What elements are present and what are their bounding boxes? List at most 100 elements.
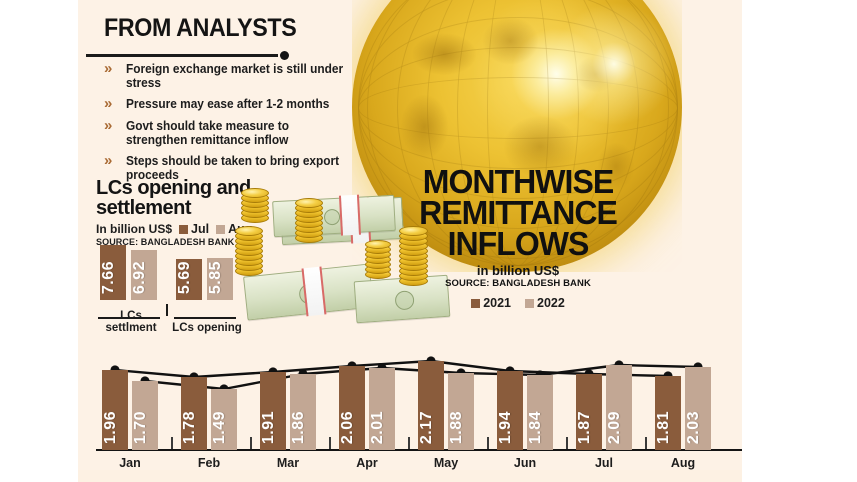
lcs-bar: 5.85 bbox=[207, 258, 233, 300]
chart-bar: 1.78 bbox=[181, 377, 207, 450]
lcs-bar: 7.66 bbox=[100, 245, 126, 300]
coin bbox=[235, 226, 263, 236]
chart-month-label: Jun bbox=[513, 456, 537, 470]
legend-2021: 2021 bbox=[471, 296, 511, 310]
analyst-bullet-text: Pressure may ease after 1-2 months bbox=[126, 97, 330, 112]
main-title-block: MONTHWISE REMITTANCE INFLOWS in billion … bbox=[404, 163, 632, 310]
analyst-bullet: » Foreign exchange market is still under … bbox=[104, 61, 362, 91]
main-title-line-1: MONTHWISE bbox=[422, 163, 614, 200]
chart-month-label: Jul bbox=[594, 456, 614, 470]
analyst-bullet-text: Steps should be taken to bring export pr… bbox=[126, 154, 340, 183]
chart-month-label: May bbox=[433, 456, 459, 470]
legend-2022: 2022 bbox=[525, 296, 565, 310]
lcs-bar-value: 5.69 bbox=[176, 260, 193, 294]
chart-axis-tick bbox=[250, 437, 252, 449]
lcs-group-separator bbox=[166, 304, 168, 316]
lcs-bar: 5.69 bbox=[176, 259, 202, 300]
chart-axis-tick bbox=[171, 437, 173, 449]
chart-bar-value: 2.17 bbox=[418, 410, 435, 444]
lcs-bar-chart: 7.66 6.92 LCs settlment 5.69 5.85 LCs opening bbox=[98, 245, 248, 334]
analyst-bullet: » Steps should be taken to bring export p… bbox=[104, 152, 362, 183]
chart-axis-tick bbox=[329, 437, 331, 449]
legend-swatch-2021 bbox=[471, 299, 481, 308]
chart-bar-value: 2.03 bbox=[685, 410, 702, 444]
lcs-legend-jul: Jul bbox=[179, 222, 209, 236]
chart-bar: 1.88 bbox=[448, 373, 474, 450]
chart-bar-value: 1.78 bbox=[181, 410, 198, 444]
lcs-group-label: LCs settlment bbox=[105, 310, 157, 334]
lcs-bar-value: 5.85 bbox=[207, 260, 224, 294]
lcs-group-label: LCs opening bbox=[172, 322, 242, 334]
chart-bar: 2.01 bbox=[369, 368, 395, 450]
chart-bar-value: 1.94 bbox=[497, 410, 514, 444]
chart-bar: 2.09 bbox=[606, 365, 632, 450]
chevron-double-right-icon: » bbox=[104, 95, 112, 113]
chart-bar: 1.84 bbox=[527, 375, 553, 450]
chart-axis-line bbox=[96, 449, 742, 451]
analysts-rule bbox=[86, 54, 278, 57]
lcs-axis-line bbox=[98, 317, 160, 319]
chart-bar-value: 1.87 bbox=[576, 410, 593, 444]
bundle-band bbox=[338, 194, 362, 236]
lcs-bar: 6.92 bbox=[131, 250, 157, 300]
money-illustration bbox=[235, 182, 451, 357]
analyst-bullet: » Govt should take measure to strengthen … bbox=[104, 116, 362, 147]
remittance-bar-chart: 1.96 1.70 Jan 1.78 1.49 Feb 1.91 1.86 Mar 2.06 2.0… bbox=[96, 330, 742, 482]
chart-month-label: Feb bbox=[197, 456, 221, 470]
chart-axis-tick bbox=[487, 437, 489, 449]
chart-bar: 1.49 bbox=[211, 389, 237, 450]
legend-2022-label: 2022 bbox=[537, 296, 565, 310]
chart-bar: 1.87 bbox=[576, 374, 602, 450]
analysts-block: FROM ANALYSTS » Foreign exchange market i… bbox=[86, 14, 374, 182]
chart-month-label: Apr bbox=[356, 456, 378, 470]
analyst-bullet-text: Govt should take measure to strengthen r… bbox=[126, 118, 289, 147]
legend-swatch-2022 bbox=[525, 299, 534, 308]
coin bbox=[399, 226, 428, 236]
chevron-double-right-icon: » bbox=[104, 152, 112, 170]
lcs-legend-jul-label: Jul bbox=[191, 222, 210, 236]
analysts-list: » Foreign exchange market is still under … bbox=[104, 61, 362, 189]
chart-bar: 1.81 bbox=[655, 376, 681, 450]
main-legend: 2021 2022 bbox=[404, 296, 632, 310]
main-title-line-2: REMITTANCE bbox=[419, 194, 618, 231]
chart-axis-tick bbox=[566, 437, 568, 449]
chart-bar: 1.86 bbox=[290, 374, 316, 450]
chart-month-label: Aug bbox=[670, 456, 696, 470]
lcs-bar-value: 6.92 bbox=[131, 260, 148, 294]
legend-2021-label: 2021 bbox=[483, 296, 511, 310]
main-source: SOURCE: BANGLADESH BANK bbox=[445, 278, 591, 289]
chart-bar: 2.03 bbox=[685, 367, 711, 450]
chart-axis-tick bbox=[645, 437, 647, 449]
chart-month-label: Jan bbox=[119, 456, 141, 470]
legend-swatch-jul bbox=[179, 225, 189, 234]
chart-bar-value: 1.49 bbox=[211, 410, 228, 444]
chart-bar: 1.70 bbox=[132, 381, 158, 450]
bundle-band bbox=[301, 266, 327, 317]
coin bbox=[365, 240, 391, 249]
chart-bar-value: 1.81 bbox=[655, 410, 672, 444]
coin bbox=[295, 198, 323, 208]
lcs-title: LCs opening and settlement bbox=[96, 177, 251, 219]
analyst-bullet-text: Foreign exchange market is still under s… bbox=[126, 62, 344, 91]
lcs-source: SOURCE: BANGLADESH BANK bbox=[96, 237, 235, 247]
analysts-rule-dot bbox=[280, 51, 289, 60]
chart-bar-value: 1.84 bbox=[527, 410, 544, 444]
chart-bar: 1.96 bbox=[102, 370, 128, 450]
analysts-title: FROM ANALYSTS bbox=[104, 14, 297, 42]
chart-bar-value: 1.70 bbox=[132, 410, 149, 444]
chart-bar: 2.06 bbox=[339, 366, 365, 450]
chart-bar: 2.17 bbox=[418, 361, 444, 450]
banknote-bundle bbox=[272, 194, 396, 238]
analyst-bullet: » Pressure may ease after 1-2 months bbox=[104, 95, 362, 113]
chevron-double-right-icon: » bbox=[104, 116, 112, 134]
lcs-axis-line bbox=[174, 317, 236, 319]
chart-bar: 1.94 bbox=[497, 371, 523, 450]
main-title-line-3: INFLOWS bbox=[447, 225, 590, 262]
chart-bar: 1.91 bbox=[260, 372, 286, 450]
lcs-unit-label: In billion US$ bbox=[96, 222, 173, 236]
banknote-seal bbox=[323, 208, 341, 226]
coin bbox=[241, 188, 269, 198]
chart-bar-value: 1.96 bbox=[102, 410, 119, 444]
lcs-bar-value: 7.66 bbox=[100, 260, 117, 294]
